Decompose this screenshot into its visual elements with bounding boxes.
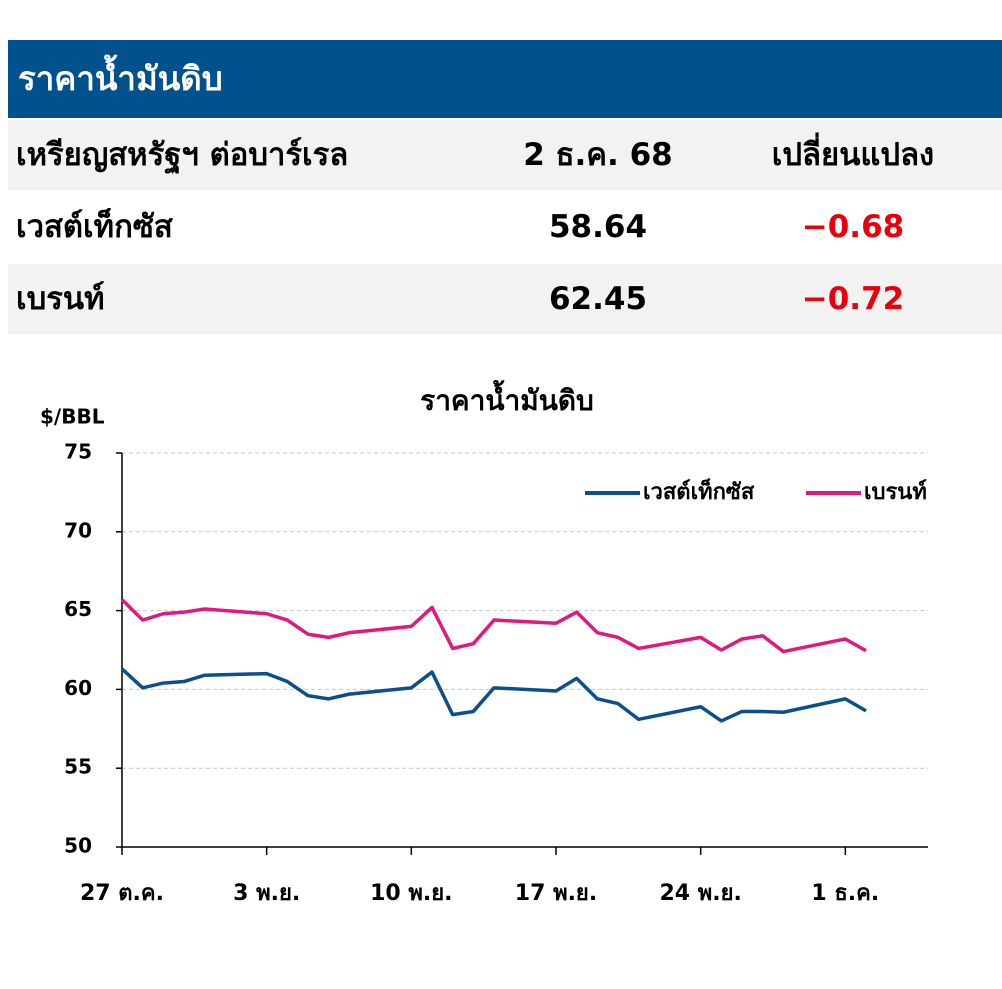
chart-title: ราคาน้ำมันดิบ <box>420 379 594 417</box>
cell: เบรนท์ <box>16 281 105 317</box>
x-tick-label: 27 ต.ค. <box>80 881 164 906</box>
cell: −0.72 <box>801 281 905 317</box>
y-tick-label: 70 <box>64 518 92 542</box>
cell: เวสต์เท็กซัส <box>16 209 173 245</box>
x-tick-label: 17 พ.ย. <box>515 881 597 906</box>
y-tick-label: 55 <box>64 755 92 779</box>
table-row: เบรนท์ 62.45 −0.72 <box>8 264 1002 334</box>
column-header: เปลี่ยนแปลง <box>771 137 935 173</box>
x-tick-label: 10 พ.ย. <box>370 881 452 906</box>
chart: ราคาน้ำมันดิบ $/BBL 50 55 60 65 70 75 27 ต.ค. 3… <box>40 379 928 906</box>
cell: 62.45 <box>548 281 648 317</box>
cell: −0.68 <box>801 209 905 245</box>
x-tick-label: 1 ธ.ค. <box>811 881 879 906</box>
y-tick-label: 50 <box>64 834 92 858</box>
y-tick-label: 60 <box>64 676 92 700</box>
series-line <box>120 667 867 723</box>
y-tick-label: 75 <box>64 440 92 464</box>
legend-label: เบรนท์ <box>864 479 927 505</box>
y-axis-label: $/BBL <box>40 405 105 429</box>
cell: 58.64 <box>548 209 648 245</box>
y-tick-label: 65 <box>64 597 92 621</box>
header-title: ราคาน้ำมันดิบ <box>8 40 1002 118</box>
x-tick-label: 24 พ.ย. <box>659 881 741 906</box>
column-header: 2 ธ.ค. 68 <box>523 137 673 173</box>
series-line <box>120 598 867 654</box>
legend-label: เวสต์เท็กซัส <box>643 477 755 505</box>
column-header: เหรียญสหรัฐฯ ต่อบาร์เรล <box>16 137 349 173</box>
table-row: เวสต์เท็กซัส 58.64 −0.68 <box>8 192 1002 262</box>
table-header: เหรียญสหรัฐฯ ต่อบาร์เรล 2 ธ.ค. 68 เปลี่ย… <box>8 120 1002 190</box>
x-tick-label: 3 พ.ย. <box>233 881 300 906</box>
